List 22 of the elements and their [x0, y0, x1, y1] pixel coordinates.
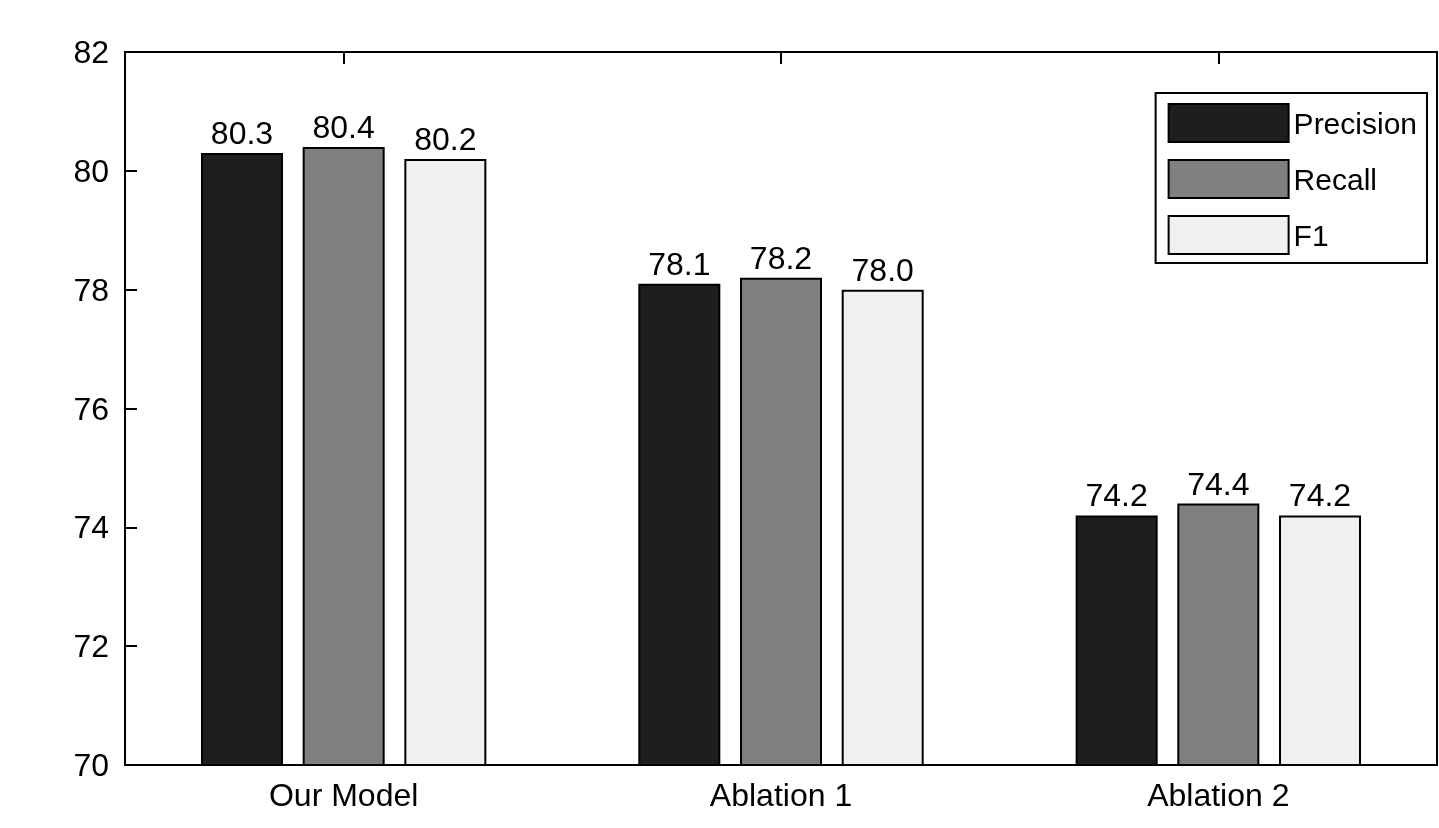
x-tick-label: Ablation 1 — [709, 777, 853, 813]
legend-label: Recall — [1293, 162, 1377, 196]
y-tick-label: 72 — [73, 628, 109, 665]
data-label: 78.2 — [749, 239, 813, 276]
data-label: 78.0 — [851, 251, 914, 288]
y-tick-label: 76 — [73, 390, 109, 427]
y-tick-label: 74 — [73, 509, 109, 546]
legend-label: F1 — [1293, 218, 1329, 252]
x-tick-label: Our Model — [268, 777, 419, 813]
data-label: 80.2 — [414, 120, 477, 157]
data-label: 74.2 — [1085, 477, 1148, 514]
data-label: 80.4 — [312, 109, 375, 146]
y-tick-label: 82 — [73, 34, 109, 70]
data-label: 74.2 — [1288, 477, 1352, 514]
y-tick-label: 78 — [73, 271, 109, 308]
data-label: 78.1 — [648, 245, 711, 282]
data-label: 74.4 — [1187, 465, 1250, 502]
legend-label: Precision — [1293, 106, 1418, 140]
y-tick-label: 70 — [73, 747, 109, 783]
y-tick-label: 80 — [73, 152, 109, 189]
x-tick-label: Ablation 2 — [1147, 777, 1290, 813]
data-label: 80.3 — [210, 115, 274, 152]
